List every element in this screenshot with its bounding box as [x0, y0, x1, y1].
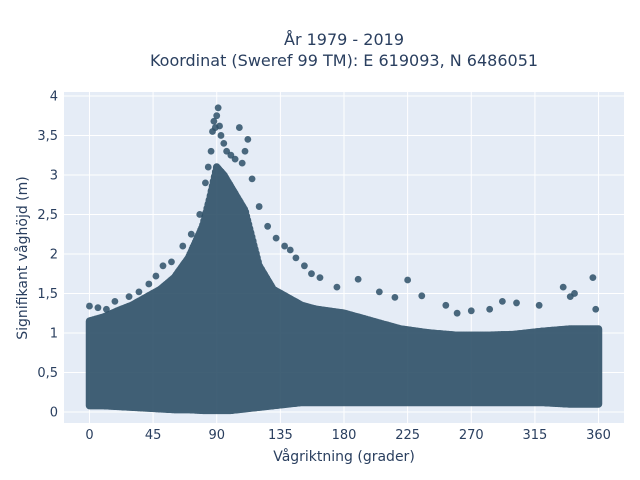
y-tick-label: 2,5: [37, 208, 58, 223]
data-point: [498, 297, 506, 305]
data-point: [231, 155, 239, 163]
data-point: [187, 230, 195, 238]
data-point: [210, 117, 218, 125]
y-axis-ticks: 0 0,5 1 1,5 2 2,5 3 3,5 4: [37, 89, 58, 420]
x-tick-label: 135: [268, 428, 293, 443]
dense-point-cloud: [85, 163, 603, 415]
data-point: [168, 258, 175, 266]
chart-title-line1: År 1979 - 2019: [284, 30, 404, 49]
data-point: [486, 305, 494, 313]
x-tick-label: 45: [145, 428, 162, 443]
data-point: [248, 175, 256, 183]
x-tick-label: 180: [332, 428, 357, 443]
data-point: [286, 246, 294, 254]
data-point: [238, 159, 246, 167]
x-tick-label: 315: [522, 428, 547, 443]
data-point: [333, 283, 341, 291]
data-point: [255, 203, 263, 210]
y-tick-label: 4: [50, 89, 58, 104]
y-tick-label: 2: [50, 247, 58, 262]
data-point: [404, 276, 412, 284]
chart-title-line2: Koordinat (Sweref 99 TM): E 619093, N 64…: [150, 51, 538, 70]
data-point: [264, 222, 272, 230]
y-tick-label: 3: [50, 168, 58, 183]
data-point: [135, 288, 143, 296]
y-tick-label: 1: [50, 326, 58, 341]
x-tick-label: 360: [586, 428, 611, 443]
data-point: [207, 147, 215, 155]
data-point: [241, 147, 249, 155]
data-point: [244, 135, 252, 143]
data-point: [214, 104, 222, 112]
x-tick-label: 225: [395, 428, 420, 443]
data-point: [272, 234, 280, 242]
y-tick-label: 0,5: [37, 366, 58, 381]
data-point: [281, 242, 289, 250]
y-tick-label: 0: [50, 405, 58, 420]
data-point: [204, 163, 212, 171]
data-point: [235, 124, 243, 131]
x-axis-title: Vågriktning (grader): [273, 448, 415, 465]
data-point: [179, 242, 187, 250]
data-point: [391, 293, 399, 301]
data-point: [354, 275, 362, 283]
data-point: [196, 211, 204, 218]
x-axis-ticks: 0 45 90 135 180 225 270 315 360: [85, 428, 611, 443]
data-points: [85, 104, 603, 415]
x-tick-label: 270: [459, 428, 484, 443]
data-point: [316, 274, 324, 282]
x-tick-label: 90: [208, 428, 225, 443]
data-point: [442, 301, 450, 309]
data-point: [86, 302, 93, 310]
data-point: [111, 297, 119, 305]
data-point: [467, 307, 475, 315]
data-point: [301, 262, 308, 270]
data-point: [535, 301, 543, 309]
data-point: [217, 132, 225, 139]
data-point: [592, 305, 600, 313]
data-point: [125, 293, 133, 301]
data-point: [94, 304, 102, 312]
data-point: [308, 270, 315, 278]
data-point: [103, 305, 110, 313]
data-point: [145, 280, 153, 288]
data-point: [159, 262, 167, 270]
data-point: [216, 122, 223, 130]
data-point: [513, 299, 520, 307]
y-tick-label: 1,5: [37, 287, 58, 302]
data-point: [152, 272, 160, 280]
data-point: [453, 309, 461, 317]
data-point: [375, 288, 383, 296]
data-point: [571, 290, 578, 297]
data-point: [418, 292, 426, 300]
data-point: [589, 274, 597, 282]
data-point: [292, 254, 300, 262]
x-tick-label: 0: [85, 428, 93, 443]
data-point: [202, 179, 209, 187]
y-tick-label: 3,5: [37, 129, 58, 144]
data-point: [220, 139, 228, 147]
data-point: [559, 283, 567, 291]
data-point: [213, 112, 221, 120]
y-axis-title: Signifikant våghöjd (m): [14, 176, 31, 339]
